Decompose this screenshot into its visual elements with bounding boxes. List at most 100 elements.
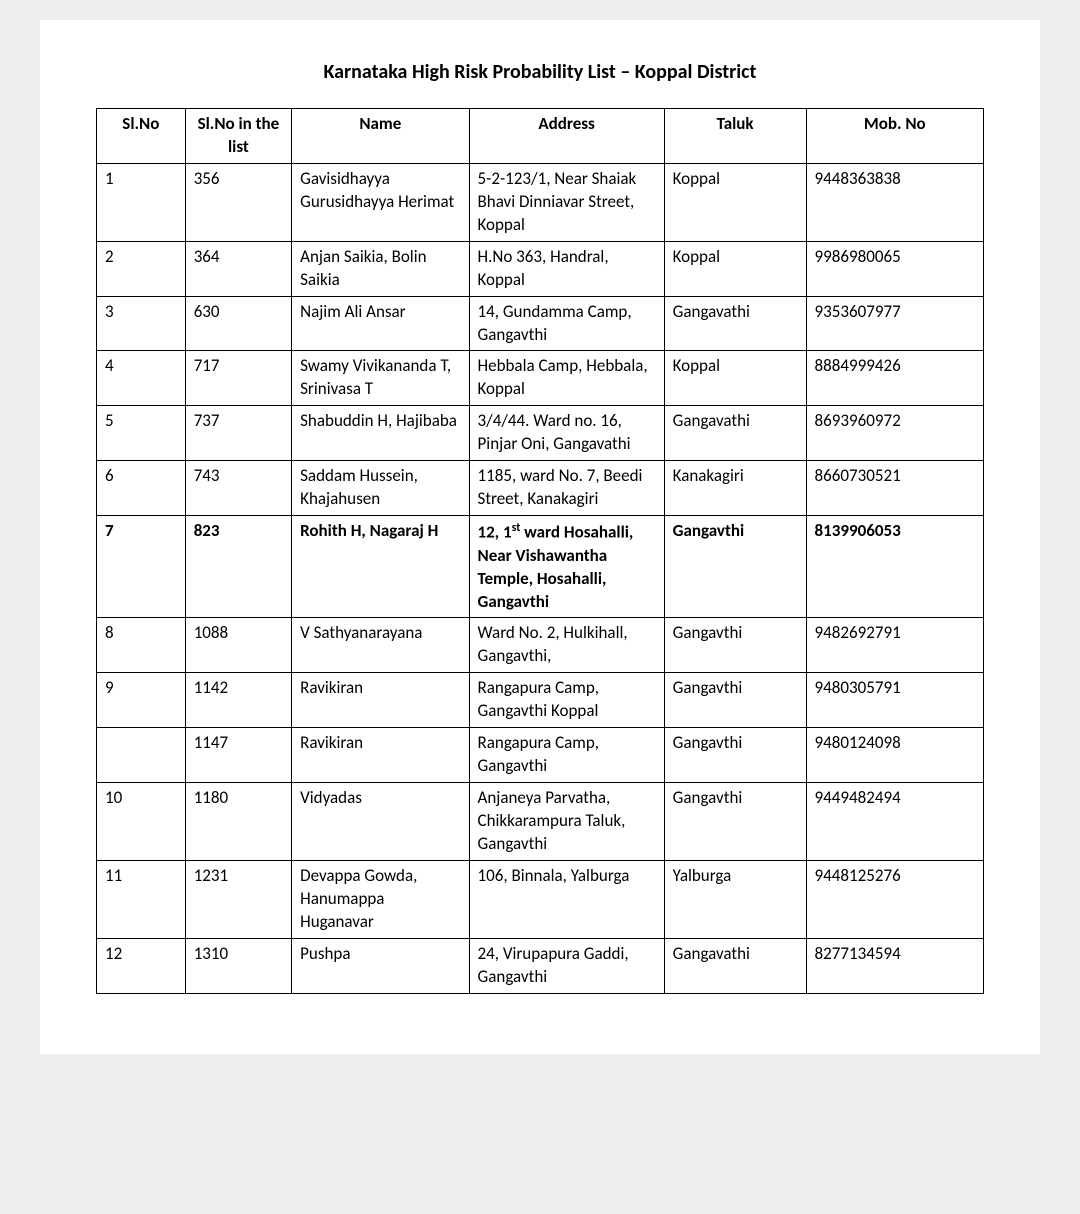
cell-name: Shabuddin H, Hajibaba [292,406,469,461]
document-page: Karnataka High Risk Probability List – K… [40,20,1040,1054]
cell-address: 12, 1st ward Hosahalli, Near Vishawantha… [469,516,664,618]
cell-slno: 11 [97,860,186,938]
table-row: 4717Swamy Vivikananda T, Srinivasa THebb… [97,351,984,406]
table-row: 5737Shabuddin H, Hajibaba3/4/44. Ward no… [97,406,984,461]
col-name: Name [292,109,469,164]
table-row: 1356Gavisidhayya Gurusidhayya Herimat5-2… [97,163,984,241]
cell-name: Devappa Gowda, Hanumappa Huganavar [292,860,469,938]
cell-slno: 8 [97,618,186,673]
col-slno: Sl.No [97,109,186,164]
cell-taluk: Gangavthi [664,673,806,728]
cell-taluk: Gangavathi [664,296,806,351]
cell-listno: 1310 [185,938,291,993]
cell-address: Anjaneya Parvatha, Chikkarampura Taluk, … [469,783,664,861]
cell-address: 5-2-123/1, Near Shaiak Bhavi Dinniavar S… [469,163,664,241]
cell-mob: 8693960972 [806,406,983,461]
cell-address: 106, Binnala, Yalburga [469,860,664,938]
cell-listno: 1142 [185,673,291,728]
cell-name: Ravikiran [292,673,469,728]
cell-listno: 1231 [185,860,291,938]
table-row: 111231Devappa Gowda, Hanumappa Huganavar… [97,860,984,938]
cell-mob: 9986980065 [806,241,983,296]
table-body: 1356Gavisidhayya Gurusidhayya Herimat5-2… [97,163,984,993]
cell-listno: 356 [185,163,291,241]
cell-taluk: Gangavathi [664,938,806,993]
cell-listno: 364 [185,241,291,296]
cell-address: Rangapura Camp, Gangavthi [469,728,664,783]
col-mob: Mob. No [806,109,983,164]
cell-listno: 717 [185,351,291,406]
cell-listno: 743 [185,461,291,516]
cell-listno: 1147 [185,728,291,783]
cell-taluk: Gangavathi [664,406,806,461]
table-row: 101180VidyadasAnjaneya Parvatha, Chikkar… [97,783,984,861]
cell-address: 24, Virupapura Gaddi, Gangavthi [469,938,664,993]
table-row: 7823Rohith H, Nagaraj H12, 1st ward Hosa… [97,516,984,618]
cell-taluk: Gangavthi [664,516,806,618]
cell-slno: 6 [97,461,186,516]
cell-address: Hebbala Camp, Hebbala, Koppal [469,351,664,406]
cell-name: V Sathyanarayana [292,618,469,673]
cell-slno: 5 [97,406,186,461]
cell-mob: 9480124098 [806,728,983,783]
table-row: 1147RavikiranRangapura Camp, GangavthiGa… [97,728,984,783]
table-row: 121310Pushpa24, Virupapura Gaddi, Gangav… [97,938,984,993]
cell-name: Pushpa [292,938,469,993]
cell-address: 3/4/44. Ward no. 16, Pinjar Oni, Gangava… [469,406,664,461]
cell-mob: 8277134594 [806,938,983,993]
table-row: 3630Najim Ali Ansar14, Gundamma Camp, Ga… [97,296,984,351]
cell-name: Swamy Vivikananda T, Srinivasa T [292,351,469,406]
cell-slno: 10 [97,783,186,861]
cell-taluk: Yalburga [664,860,806,938]
cell-address: 1185, ward No. 7, Beedi Street, Kanakagi… [469,461,664,516]
cell-name: Rohith H, Nagaraj H [292,516,469,618]
cell-address: Rangapura Camp, Gangavthi Koppal [469,673,664,728]
cell-mob: 9448363838 [806,163,983,241]
page-title: Karnataka High Risk Probability List – K… [96,60,984,84]
cell-mob: 9449482494 [806,783,983,861]
cell-address: H.No 363, Handral, Koppal [469,241,664,296]
cell-taluk: Gangavthi [664,783,806,861]
cell-name: Anjan Saikia, Bolin Saikia [292,241,469,296]
cell-mob: 8139906053 [806,516,983,618]
cell-listno: 630 [185,296,291,351]
col-address: Address [469,109,664,164]
cell-slno: 2 [97,241,186,296]
col-listno: Sl.No in the list [185,109,291,164]
table-header: Sl.No Sl.No in the list Name Address Tal… [97,109,984,164]
risk-list-table: Sl.No Sl.No in the list Name Address Tal… [96,108,984,994]
cell-listno: 737 [185,406,291,461]
cell-address: Ward No. 2, Hulkihall, Gangavthi, [469,618,664,673]
cell-slno: 3 [97,296,186,351]
cell-slno: 7 [97,516,186,618]
cell-taluk: Koppal [664,241,806,296]
cell-slno: 12 [97,938,186,993]
cell-listno: 1088 [185,618,291,673]
cell-address: 14, Gundamma Camp, Gangavthi [469,296,664,351]
cell-mob: 9482692791 [806,618,983,673]
cell-mob: 9448125276 [806,860,983,938]
cell-mob: 9353607977 [806,296,983,351]
cell-mob: 8884999426 [806,351,983,406]
cell-slno: 4 [97,351,186,406]
table-row: 6743Saddam Hussein, Khajahusen1185, ward… [97,461,984,516]
cell-slno [97,728,186,783]
cell-name: Gavisidhayya Gurusidhayya Herimat [292,163,469,241]
cell-slno: 1 [97,163,186,241]
cell-taluk: Koppal [664,163,806,241]
col-taluk: Taluk [664,109,806,164]
cell-taluk: Gangavthi [664,618,806,673]
cell-taluk: Gangavthi [664,728,806,783]
cell-mob: 9480305791 [806,673,983,728]
cell-listno: 823 [185,516,291,618]
cell-taluk: Koppal [664,351,806,406]
cell-slno: 9 [97,673,186,728]
cell-name: Saddam Hussein, Khajahusen [292,461,469,516]
cell-name: Vidyadas [292,783,469,861]
cell-mob: 8660730521 [806,461,983,516]
cell-name: Ravikiran [292,728,469,783]
table-row: 81088V SathyanarayanaWard No. 2, Hulkiha… [97,618,984,673]
cell-taluk: Kanakagiri [664,461,806,516]
table-row: 2364Anjan Saikia, Bolin SaikiaH.No 363, … [97,241,984,296]
table-row: 91142RavikiranRangapura Camp, Gangavthi … [97,673,984,728]
